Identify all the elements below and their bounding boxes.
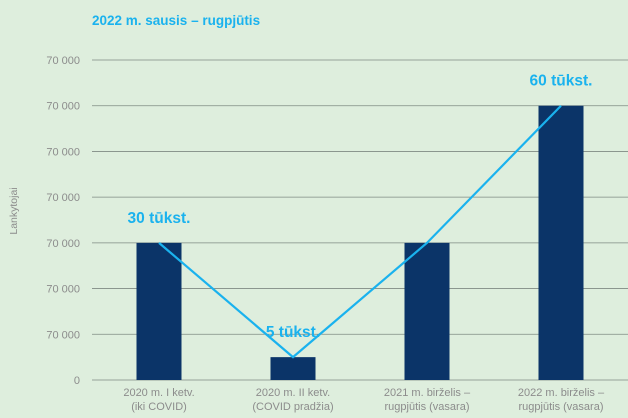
y-tick-label: 0 [74,375,80,387]
line-series [158,104,562,359]
y-axis-label: Lankytojai [8,187,20,234]
y-tick-label: 70 000 [46,284,80,296]
x-tick-label: 2020 m. II ketv. (COVID pradžia) [252,387,333,413]
y-tick-label: 70 000 [46,238,80,250]
bars [136,105,584,380]
data-label: 30 tūkst. [128,210,191,227]
bar [538,105,584,380]
y-tick-label: 70 000 [46,55,80,67]
trend-line [158,104,562,359]
bar [404,242,450,380]
y-tick-label: 70 000 [46,101,80,113]
y-tick-label: 70 000 [46,329,80,341]
chart-title: 2022 m. sausis – rugpjūtis [92,13,260,28]
bar [270,357,316,380]
x-tick-label: 2020 m. I ketv. (iki COVID) [123,387,194,413]
y-tick-label: 70 000 [46,192,80,204]
data-label: 60 tūkst. [530,73,593,90]
y-axis-ticks: 0 70 000 70 000 70 000 70 000 70 000 70 000 70 … [46,55,80,387]
data-labels: 30 tūkst. 5 tūkst. 60 tūkst. [128,73,593,341]
bar [136,242,182,380]
data-label: 5 tūkst. [266,324,320,341]
y-tick-label: 70 000 [46,146,80,158]
x-tick-label: 2022 m. birželis – rugpjūtis (vasara) [518,387,605,413]
x-axis-ticks: 2020 m. I ketv. (iki COVID) 2020 m. II ket… [123,387,605,413]
x-tick-label: 2021 m. birželis – rugpjūtis (vasara) [384,387,471,413]
